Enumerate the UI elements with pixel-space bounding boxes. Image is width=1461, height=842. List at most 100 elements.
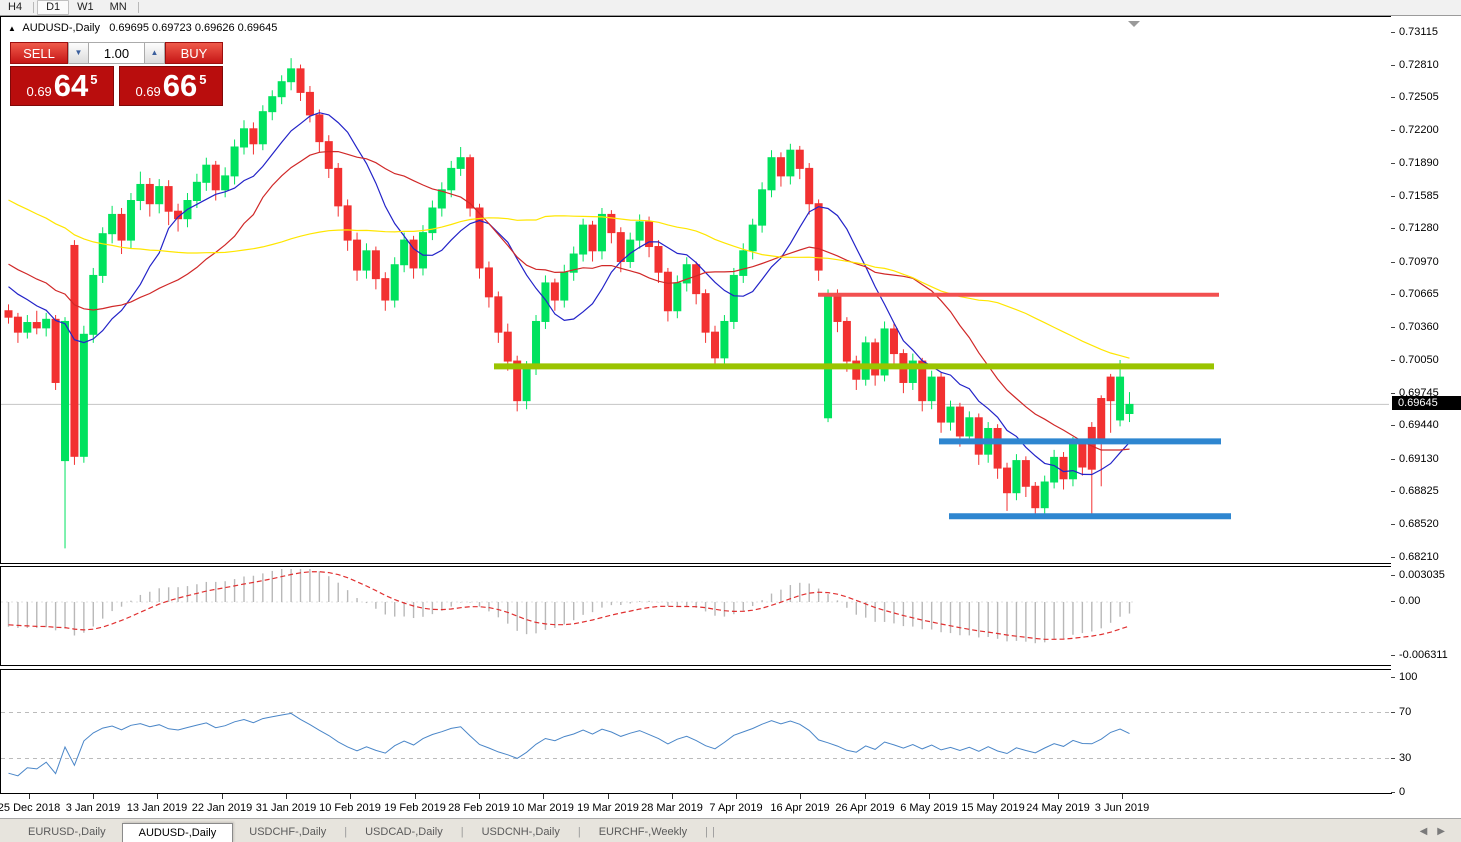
macd-axis-label: 0.003035 [1399,569,1445,582]
price-axis-tick [1391,326,1395,328]
macd-axis-tick [1391,601,1395,602]
tab-separator: | [711,826,715,838]
date-axis-label: 24 May 2019 [1026,802,1090,814]
price-axis-tick [1391,392,1395,394]
rsi-axis-label: 0 [1399,786,1406,798]
price-axis-tick [1391,32,1395,33]
date-axis-tick [29,794,30,799]
date-axis-label: 7 Apr 2019 [709,802,763,814]
date-axis-tick [222,794,223,799]
buy-button[interactable]: BUY [165,42,223,64]
date-axis-tick [350,794,351,799]
date-axis-label: 19 Mar 2019 [577,802,639,814]
rsi-axis-tick [1391,792,1395,793]
price-axis-tick [1391,195,1395,197]
price-axis-label: 0.70970 [1399,255,1439,268]
price-axis-label: 0.72505 [1399,91,1439,104]
price-axis-tick [1391,491,1395,493]
price-axis-tick [1391,64,1395,66]
rsi-axis-tick [1391,677,1395,678]
date-axis-label: 10 Mar 2019 [512,802,574,814]
date-axis-tick [800,794,801,799]
date-axis[interactable]: 25 Dec 2018 3 Jan 2019 13 Jan 2019 22 Jan 2… [0,793,1391,818]
toolbar-separator [33,2,35,13]
rsi-axis-tick [1391,757,1395,759]
date-axis-tick [286,794,287,799]
volume-decrease-button[interactable]: ▼ [68,42,89,64]
toolbar-separator [137,2,139,13]
price-axis-label: 0.69745 [1399,386,1439,399]
date-axis-tick [543,794,544,799]
chart-ohlc-values: 0.69695 0.69723 0.69626 0.69645 [109,22,278,34]
tab-audusd-daily[interactable]: AUDUSD-,Daily [121,823,234,842]
price-axis-tick [1391,557,1395,558]
date-axis-label: 6 May 2019 [900,802,958,814]
tab-scroll-right-icon[interactable]: ▶ [1437,826,1455,837]
volume-input[interactable] [89,42,144,64]
price-axis-label: 0.70665 [1399,288,1439,301]
price-axis-tick [1391,163,1395,165]
sell-price-quote[interactable]: 0.69 64 5 [10,66,114,106]
tab-separator: | [577,826,581,838]
chart-symbol-label: AUDUSD-,Daily [22,22,100,34]
price-axis-label: 0.72810 [1399,58,1439,71]
price-axis-label: 0.69130 [1399,452,1439,465]
price-axis-label: 0.71585 [1399,189,1439,202]
date-axis-label: 31 Jan 2019 [255,802,317,814]
buy-price-quote[interactable]: 0.69 66 5 [119,66,223,106]
timeframe-button-mn[interactable]: MN [109,1,127,13]
price-axis-label: 0.70050 [1399,354,1439,367]
tab-usdchf-daily[interactable]: USDCHF-,Daily [249,826,327,838]
date-axis-tick [157,794,158,799]
timeframe-button-h4[interactable]: H4 [8,1,23,13]
price-axis-label: 0.71280 [1399,222,1439,235]
rsi-panel[interactable] [0,669,1392,794]
tab-usdcnh-daily[interactable]: USDCNH-,Daily [481,826,560,838]
price-axis-label: 0.72200 [1399,123,1439,136]
date-axis-label: 3 Jun 2019 [1094,802,1150,814]
price-axis-tick [1391,360,1395,362]
candlestick-chart[interactable] [1,17,1389,561]
price-axis-label: 0.71890 [1399,157,1439,170]
macd-chart[interactable] [1,567,1389,663]
tab-eurchf-weekly[interactable]: EURCHF-,Weekly [598,826,688,838]
price-axis-label: 0.69440 [1399,419,1439,432]
macd-axis-tick [1391,655,1395,656]
price-axis-tick [1391,458,1395,460]
rsi-axis-label: 30 [1399,751,1412,764]
price-axis[interactable]: 0.73115 0.72810 0.72505 0.72200 0.71890 0.715… [1391,16,1461,798]
rsi-axis-label: 100 [1399,671,1418,683]
price-chart-panel[interactable] [0,16,1392,564]
date-axis-label: 26 Apr 2019 [835,802,895,814]
date-axis-tick [479,794,480,799]
current-price-tag: 0.69645 [1392,396,1461,411]
price-axis-label: 0.70360 [1399,320,1439,333]
date-axis-label: 25 Dec 2018 [0,802,61,814]
date-axis-tick [1058,794,1059,799]
tab-eurusd-daily[interactable]: EURUSD-,Daily [28,826,106,838]
tab-scroll-arrows: ◀▶ [1420,826,1455,837]
date-axis-label: 3 Jan 2019 [65,802,121,814]
collapse-triangle-icon[interactable]: ▲ [8,24,16,33]
macd-panel[interactable] [0,566,1392,666]
price-axis-tick [1391,294,1395,296]
date-axis-tick [608,794,609,799]
date-axis-label: 22 Jan 2019 [191,802,253,814]
tab-scroll-left-icon[interactable]: ◀ [1419,826,1438,837]
timeframe-toolbar: H4 D1 W1 MN [0,0,1461,16]
price-axis-tick [1391,228,1395,230]
date-axis-tick [993,794,994,799]
macd-axis-label: -0.006311 [1399,649,1448,661]
rsi-axis-tick [1391,711,1395,713]
timeframe-button-w1[interactable]: W1 [77,1,94,13]
date-axis-label: 15 May 2019 [961,802,1025,814]
rsi-chart[interactable] [1,670,1389,791]
volume-increase-button[interactable]: ▲ [144,42,165,64]
price-axis-label: 0.68210 [1399,551,1439,563]
tab-usdcad-daily[interactable]: USDCAD-,Daily [365,826,443,838]
price-axis-tick [1391,523,1395,525]
price-axis-tick [1391,425,1395,427]
sell-button[interactable]: SELL [10,42,68,64]
timeframe-button-d1[interactable]: D1 [37,0,70,15]
